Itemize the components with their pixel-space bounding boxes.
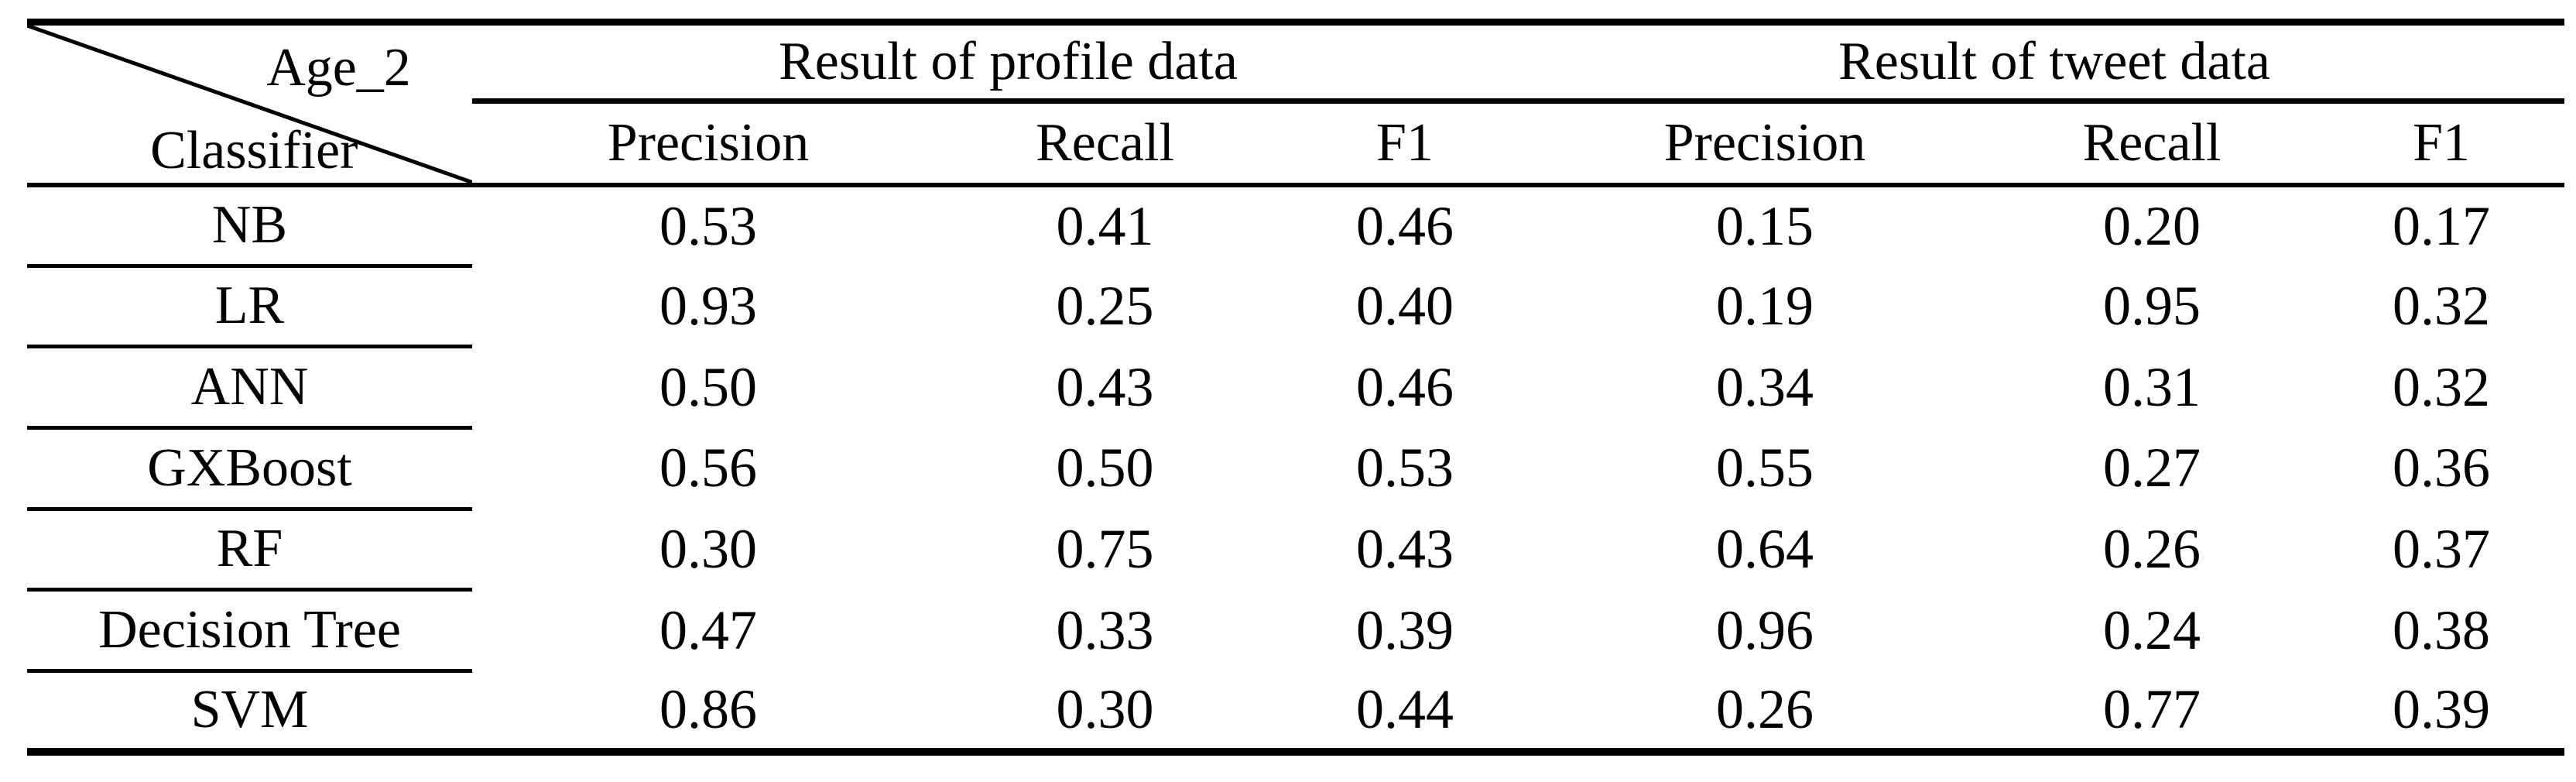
metric-cell: 0.19 [1716, 274, 1814, 337]
col-header-profile-f1: F1 [1266, 101, 1545, 187]
classifier-cell: LR [27, 266, 472, 349]
metric-cell: 0.34 [1716, 355, 1814, 418]
table-body: NB 0.53 0.41 0.46 0.15 0.20 0.17 LR 0.93 0.25 0.40… [27, 184, 2564, 753]
metric-cell: 0.77 [2103, 677, 2201, 740]
corner-label-age: Age_2 [266, 37, 411, 98]
metric-cell: 0.55 [1716, 437, 1814, 499]
metric-cell: 0.39 [1356, 599, 1454, 661]
table-row: NB 0.53 0.41 0.46 0.15 0.20 0.17 [27, 184, 2564, 268]
metric-cell: 0.53 [659, 194, 757, 257]
corner-cell: Age_2 Classifier [27, 22, 472, 187]
diagonal-divider-line [27, 26, 472, 183]
table-row: LR 0.93 0.25 0.40 0.19 0.95 0.32 [27, 266, 2564, 349]
metric-cell: 0.95 [2103, 274, 2201, 337]
metric-cell: 0.86 [659, 677, 757, 740]
metric-cell: 0.20 [2103, 194, 2201, 257]
metric-cell: 0.75 [1056, 517, 1154, 580]
metric-cell: 0.44 [1356, 677, 1454, 740]
metric-cell: 0.27 [2103, 437, 2201, 499]
metric-cell: 0.96 [1716, 599, 1814, 661]
metric-cell: 0.46 [1356, 355, 1454, 418]
group-header-row: Age_2 Classifier Result of profile data … [27, 22, 2565, 187]
table-row: RF 0.30 0.75 0.43 0.64 0.26 0.37 [27, 509, 2564, 592]
metric-cell: 0.24 [2103, 599, 2201, 661]
metric-cell: 0.46 [1356, 194, 1454, 257]
metric-cell: 0.32 [2393, 274, 2491, 337]
metric-cell: 0.30 [659, 517, 757, 580]
table-header: Age_2 Classifier Result of profile data … [27, 22, 2565, 187]
metric-cell: 0.43 [1056, 355, 1154, 418]
col-header-profile-recall: Recall [944, 101, 1266, 187]
metric-cell: 0.39 [2393, 677, 2491, 740]
metric-header-row: Precision Recall F1 Precision Recall F1 [27, 101, 2565, 187]
col-header-profile-precision: Precision [472, 101, 944, 187]
metric-cell: 0.17 [2393, 194, 2491, 257]
col-header-tweet-precision: Precision [1544, 101, 1986, 187]
classifier-cell: SVM [190, 680, 309, 740]
metric-cell: 0.56 [659, 437, 757, 499]
classifier-cell: ANN [27, 346, 472, 430]
table-row: GXBoost 0.56 0.50 0.53 0.55 0.27 0.36 [27, 427, 2564, 511]
group-header-tweet-data: Result of tweet data [1544, 22, 2565, 104]
metric-cell: 0.26 [2103, 517, 2201, 580]
table-row: ANN 0.50 0.43 0.46 0.34 0.31 0.32 [27, 346, 2564, 430]
classifier-cell: Decision Tree [27, 589, 472, 673]
metric-cell: 0.25 [1056, 274, 1154, 337]
metric-cell: 0.50 [659, 355, 757, 418]
metric-cell: 0.15 [1716, 194, 1814, 257]
metric-cell: 0.43 [1356, 517, 1454, 580]
metric-cell: 0.38 [2393, 599, 2491, 661]
metric-cell: 0.36 [2393, 437, 2491, 499]
col-header-tweet-f1: F1 [2318, 101, 2565, 187]
metric-cell: 0.64 [1716, 517, 1814, 580]
metric-cell: 0.33 [1056, 599, 1154, 661]
metric-cell: 0.53 [1356, 437, 1454, 499]
metric-cell: 0.26 [1716, 677, 1814, 740]
metric-cell: 0.41 [1056, 194, 1154, 257]
table-row: SVM 0.86 0.30 0.44 0.26 0.77 0.39 [27, 671, 2564, 752]
metric-cell: 0.30 [1056, 677, 1154, 740]
classifier-results-table: Age_2 Classifier Result of profile data … [27, 19, 2565, 756]
classifier-cell: RF [27, 509, 472, 592]
metric-cell: 0.32 [2393, 355, 2491, 418]
table-row: Decision Tree 0.47 0.33 0.39 0.96 0.24 0.38 [27, 589, 2564, 673]
corner-label-classifier: Classifier [150, 121, 358, 180]
group-header-profile-data: Result of profile data [472, 22, 1545, 104]
metric-cell: 0.47 [659, 599, 757, 661]
metric-cell: 0.40 [1356, 274, 1454, 337]
classifier-cell: NB [27, 184, 472, 268]
classifier-cell: GXBoost [27, 427, 472, 511]
col-header-tweet-recall: Recall [1985, 101, 2319, 187]
metric-cell: 0.50 [1056, 437, 1154, 499]
metric-cell: 0.31 [2103, 355, 2201, 418]
metric-cell: 0.37 [2393, 517, 2491, 580]
metric-cell: 0.93 [659, 274, 757, 337]
